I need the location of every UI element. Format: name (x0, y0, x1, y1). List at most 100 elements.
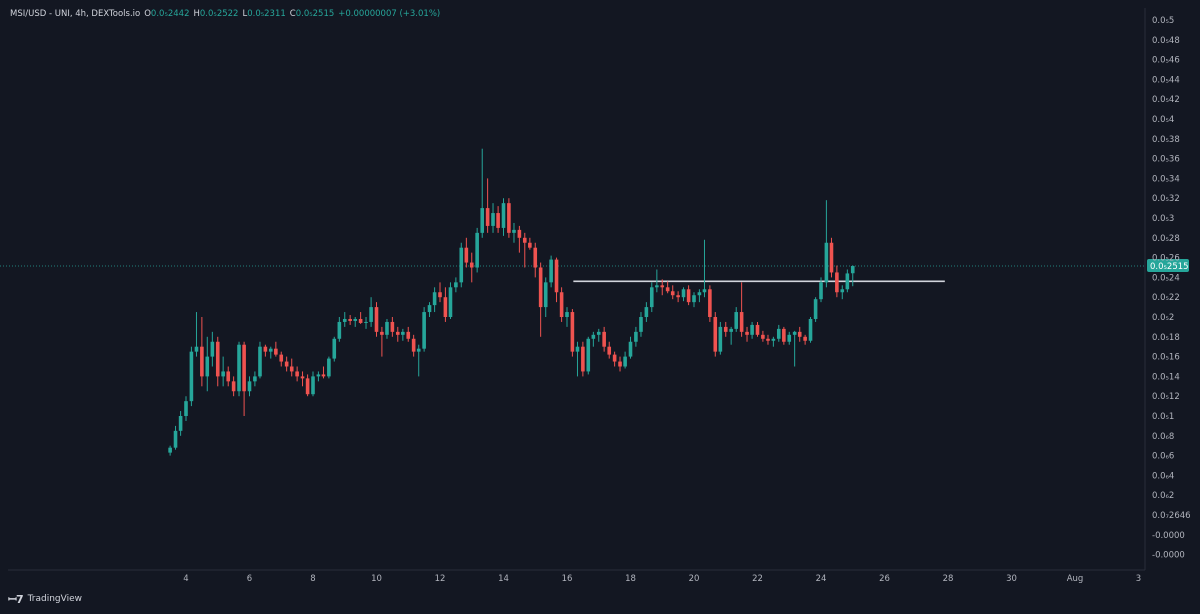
candle[interactable] (739, 282, 744, 337)
candle[interactable] (332, 336, 337, 362)
candle[interactable] (316, 371, 321, 382)
candle[interactable] (258, 341, 262, 379)
candle[interactable] (591, 331, 596, 347)
candle[interactable] (612, 351, 617, 367)
candle[interactable] (528, 237, 532, 250)
candle[interactable] (178, 411, 183, 436)
candle[interactable] (358, 312, 363, 324)
candle[interactable] (237, 341, 241, 397)
candle[interactable] (575, 341, 580, 377)
candle[interactable] (543, 277, 548, 317)
candle[interactable] (750, 321, 754, 339)
candle[interactable] (501, 198, 506, 236)
candle[interactable] (628, 336, 633, 359)
candle[interactable] (840, 285, 845, 300)
candle[interactable] (517, 225, 522, 253)
candle[interactable] (549, 255, 553, 288)
candle[interactable] (644, 302, 649, 322)
candle[interactable] (723, 321, 728, 337)
candle[interactable] (411, 334, 416, 357)
candle[interactable] (374, 302, 379, 337)
candle[interactable] (835, 265, 839, 298)
candle[interactable] (824, 200, 829, 288)
candle[interactable] (475, 227, 479, 273)
candle[interactable] (401, 328, 405, 341)
candle[interactable] (607, 341, 612, 359)
candle[interactable] (189, 346, 194, 407)
candle[interactable] (729, 326, 733, 345)
candle[interactable] (348, 315, 352, 325)
candle[interactable] (718, 321, 723, 355)
candle[interactable] (755, 321, 760, 337)
candle[interactable] (337, 317, 342, 342)
candle[interactable] (253, 371, 257, 387)
candle[interactable] (533, 242, 538, 278)
candle[interactable] (427, 302, 432, 317)
candle[interactable] (634, 326, 638, 347)
candle[interactable] (649, 282, 654, 313)
candle[interactable] (792, 330, 797, 367)
candle[interactable] (713, 312, 718, 357)
candle[interactable] (496, 206, 500, 233)
candle[interactable] (570, 309, 575, 357)
candle[interactable] (596, 328, 601, 342)
candle[interactable] (448, 282, 453, 319)
candle[interactable] (602, 326, 606, 352)
candle[interactable] (242, 341, 246, 416)
candle[interactable] (813, 297, 818, 322)
candle[interactable] (369, 297, 373, 327)
candle[interactable] (686, 285, 691, 306)
candle[interactable] (469, 252, 474, 283)
candle[interactable] (670, 285, 675, 300)
candle[interactable] (522, 232, 527, 268)
candle[interactable] (512, 222, 516, 243)
candle[interactable] (395, 326, 400, 342)
candle[interactable] (226, 366, 231, 387)
candle[interactable] (681, 287, 686, 302)
candle[interactable] (327, 356, 331, 379)
candle[interactable] (284, 356, 289, 372)
candle[interactable] (538, 262, 543, 337)
candle[interactable] (184, 396, 188, 421)
candle[interactable] (364, 317, 368, 329)
candle[interactable] (380, 326, 384, 357)
candle[interactable] (586, 336, 591, 375)
candle[interactable] (432, 287, 437, 313)
candle[interactable] (194, 312, 199, 357)
candle[interactable] (702, 239, 707, 298)
candle[interactable] (311, 371, 315, 397)
candle[interactable] (485, 178, 490, 233)
candle[interactable] (745, 326, 749, 342)
candle[interactable] (776, 324, 781, 342)
candle[interactable] (554, 257, 559, 303)
candle[interactable] (850, 265, 855, 287)
candle[interactable] (697, 289, 702, 303)
candle[interactable] (342, 312, 347, 327)
candle[interactable] (845, 269, 850, 293)
candle[interactable] (761, 330, 765, 342)
candle[interactable] (559, 287, 564, 322)
candle[interactable] (416, 344, 421, 377)
candle[interactable] (676, 291, 680, 303)
candle[interactable] (766, 334, 770, 345)
candle[interactable] (660, 279, 665, 296)
candle[interactable] (231, 376, 236, 397)
candle[interactable] (263, 344, 268, 357)
candle[interactable] (708, 285, 712, 322)
candle[interactable] (289, 358, 294, 377)
candle[interactable] (200, 317, 204, 387)
candle[interactable] (565, 307, 569, 327)
candle[interactable] (438, 282, 442, 303)
candle[interactable] (819, 277, 823, 303)
candle[interactable] (639, 312, 643, 337)
candle[interactable] (210, 331, 215, 367)
candle[interactable] (464, 237, 469, 268)
candle[interactable] (692, 292, 696, 308)
candle[interactable] (279, 351, 284, 367)
candle[interactable] (507, 198, 511, 238)
candle[interactable] (454, 277, 458, 293)
candle[interactable] (168, 445, 172, 456)
candle[interactable] (618, 356, 622, 372)
